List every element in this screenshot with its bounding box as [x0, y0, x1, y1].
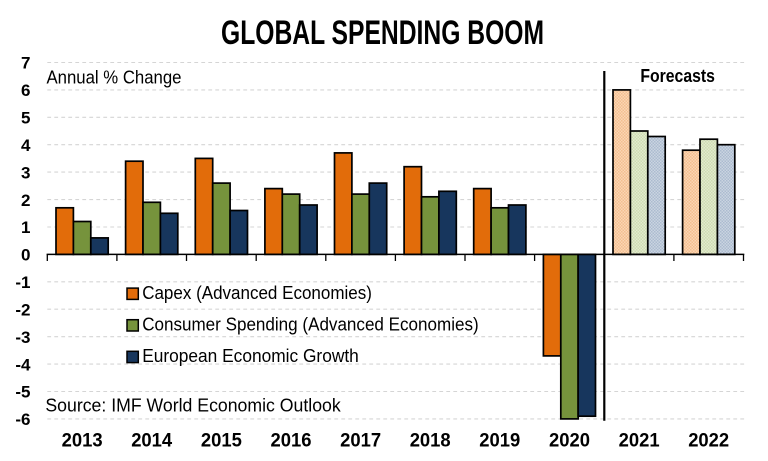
svg-text:2020: 2020: [549, 431, 590, 452]
svg-text:2022: 2022: [688, 431, 729, 452]
svg-text:-2: -2: [15, 300, 30, 319]
svg-text:Annual % Change: Annual % Change: [47, 68, 182, 88]
svg-text:Consumer Spending (Advanced Ec: Consumer Spending (Advanced Economies): [142, 315, 479, 335]
svg-text:-6: -6: [15, 410, 30, 429]
svg-text:Forecasts: Forecasts: [640, 66, 715, 86]
svg-text:Capex (Advanced Economies): Capex (Advanced Economies): [142, 283, 372, 303]
svg-text:0: 0: [21, 246, 30, 265]
svg-text:4: 4: [21, 136, 31, 155]
svg-text:2019: 2019: [479, 431, 520, 452]
svg-text:6: 6: [21, 81, 30, 100]
svg-text:2017: 2017: [340, 431, 381, 452]
svg-text:2014: 2014: [131, 431, 172, 452]
svg-text:Source: IMF World Economic Out: Source: IMF World Economic Outlook: [45, 396, 341, 416]
svg-text:5: 5: [21, 109, 30, 128]
svg-text:2: 2: [21, 191, 30, 210]
svg-text:2018: 2018: [410, 431, 451, 452]
svg-text:7: 7: [21, 54, 30, 73]
svg-text:3: 3: [21, 163, 30, 182]
svg-text:2015: 2015: [201, 431, 242, 452]
svg-text:-4: -4: [15, 355, 31, 374]
svg-text:-1: -1: [15, 273, 30, 292]
svg-text:2021: 2021: [619, 431, 660, 452]
svg-text:2016: 2016: [271, 431, 312, 452]
svg-text:1: 1: [21, 218, 30, 237]
svg-text:GLOBAL SPENDING BOOM: GLOBAL SPENDING BOOM: [221, 14, 544, 52]
svg-text:European Economic Growth: European Economic Growth: [142, 346, 359, 366]
svg-text:-5: -5: [15, 383, 30, 402]
svg-text:-3: -3: [15, 328, 30, 347]
svg-text:2013: 2013: [62, 431, 103, 452]
